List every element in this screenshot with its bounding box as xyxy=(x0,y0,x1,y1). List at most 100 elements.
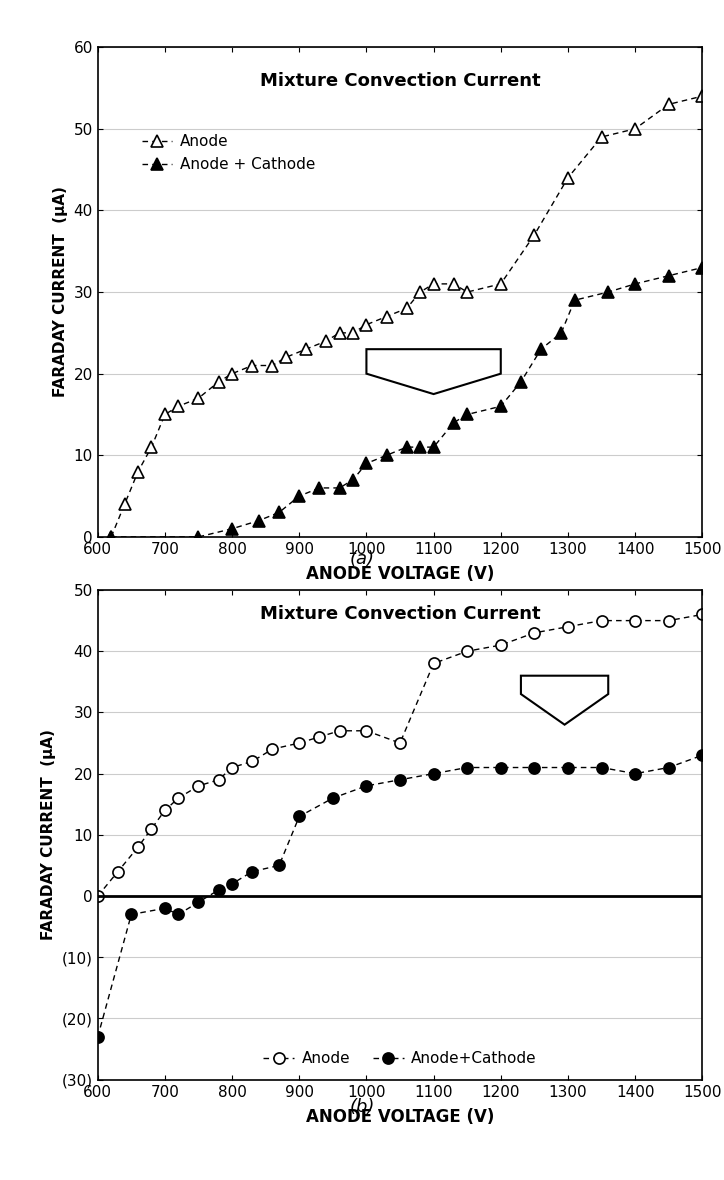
Text: (b): (b) xyxy=(349,1097,375,1115)
Anode xyxy=(563,171,572,185)
Y-axis label: FARADAY CURRENT  (μA): FARADAY CURRENT (μA) xyxy=(41,729,56,940)
Anode + Cathode xyxy=(536,342,545,356)
Anode xyxy=(282,350,290,365)
Anode + Cathode xyxy=(403,440,411,454)
Anode xyxy=(463,284,471,299)
Anode xyxy=(395,736,404,750)
Anode + Cathode xyxy=(194,530,203,544)
Anode + Cathode xyxy=(604,284,613,299)
Anode xyxy=(248,754,256,768)
Text: Mixture Convection Current: Mixture Convection Current xyxy=(260,604,540,623)
Anode + Cathode xyxy=(665,269,673,283)
Anode+Cathode xyxy=(698,748,707,762)
Anode+Cathode xyxy=(497,760,505,774)
Anode xyxy=(463,644,471,658)
Anode xyxy=(120,497,129,511)
Anode xyxy=(194,391,203,405)
Anode xyxy=(403,301,411,315)
Anode xyxy=(362,317,371,332)
Anode + Cathode xyxy=(497,399,505,413)
Anode + Cathode xyxy=(295,489,303,503)
Line: Anode+Cathode: Anode+Cathode xyxy=(92,749,708,1042)
Anode xyxy=(597,614,606,628)
Anode xyxy=(93,889,102,903)
Anode+Cathode xyxy=(563,760,572,774)
Anode+Cathode xyxy=(329,791,337,805)
Anode xyxy=(382,309,391,323)
Y-axis label: FARADAY CURRENT  (μA): FARADAY CURRENT (μA) xyxy=(53,186,68,398)
Anode + Cathode xyxy=(450,415,458,430)
Anode + Cathode xyxy=(382,448,391,463)
Anode + Cathode xyxy=(463,407,471,421)
Anode+Cathode xyxy=(362,779,371,793)
Anode xyxy=(597,130,606,144)
Anode xyxy=(248,359,256,373)
Anode xyxy=(268,742,277,756)
Anode xyxy=(228,760,237,774)
Text: (a): (a) xyxy=(350,550,374,568)
Anode+Cathode xyxy=(395,773,404,787)
Anode+Cathode xyxy=(463,760,471,774)
Anode xyxy=(228,367,237,381)
Anode xyxy=(349,326,358,340)
Line: Anode: Anode xyxy=(92,609,708,902)
Line: Anode + Cathode: Anode + Cathode xyxy=(105,261,709,543)
Anode xyxy=(114,865,122,879)
Anode xyxy=(450,277,458,291)
Anode + Cathode xyxy=(362,457,371,471)
Anode + Cathode xyxy=(274,505,283,519)
Anode xyxy=(665,614,673,628)
Anode + Cathode xyxy=(228,522,237,536)
Anode+Cathode xyxy=(93,1030,102,1044)
Anode xyxy=(161,407,169,421)
Legend: Anode, Anode+Cathode: Anode, Anode+Cathode xyxy=(257,1044,543,1073)
Anode+Cathode xyxy=(597,760,606,774)
Anode xyxy=(268,359,277,373)
Anode+Cathode xyxy=(127,907,135,922)
Anode xyxy=(107,530,116,544)
Anode+Cathode xyxy=(248,865,256,879)
Anode xyxy=(530,625,539,640)
Legend: Anode, Anode + Cathode: Anode, Anode + Cathode xyxy=(135,129,321,178)
Anode xyxy=(362,723,371,738)
Anode xyxy=(335,723,344,738)
Anode + Cathode xyxy=(335,481,344,496)
Anode + Cathode xyxy=(698,261,707,275)
Anode+Cathode xyxy=(174,907,182,922)
Anode xyxy=(497,277,505,291)
X-axis label: ANODE VOLTAGE (V): ANODE VOLTAGE (V) xyxy=(306,1108,494,1126)
Anode xyxy=(563,620,572,634)
Anode xyxy=(147,821,156,835)
Anode xyxy=(194,779,203,793)
Text: Mixture Convection Current: Mixture Convection Current xyxy=(260,72,540,90)
Polygon shape xyxy=(521,676,608,725)
Anode xyxy=(302,342,311,356)
Anode+Cathode xyxy=(161,902,169,916)
Anode xyxy=(214,773,223,787)
Line: Anode: Anode xyxy=(105,90,709,543)
Anode xyxy=(698,90,707,104)
Anode + Cathode xyxy=(557,326,565,340)
Anode xyxy=(214,375,223,389)
Anode xyxy=(497,638,505,653)
Anode xyxy=(530,228,539,242)
Anode xyxy=(161,804,169,818)
Anode xyxy=(416,284,424,299)
Anode + Cathode xyxy=(255,513,264,527)
Anode + Cathode xyxy=(516,375,525,389)
Polygon shape xyxy=(366,349,501,394)
Anode xyxy=(134,465,143,479)
Anode xyxy=(665,97,673,111)
Anode+Cathode xyxy=(429,767,438,781)
Anode xyxy=(174,399,182,413)
Anode + Cathode xyxy=(315,481,324,496)
Anode xyxy=(698,608,707,622)
Anode + Cathode xyxy=(349,473,358,487)
Anode+Cathode xyxy=(228,877,237,891)
Anode xyxy=(134,840,143,854)
Anode+Cathode xyxy=(194,896,203,910)
Anode + Cathode xyxy=(631,277,639,291)
Anode+Cathode xyxy=(631,767,639,781)
Anode xyxy=(631,614,639,628)
Anode xyxy=(321,334,330,348)
